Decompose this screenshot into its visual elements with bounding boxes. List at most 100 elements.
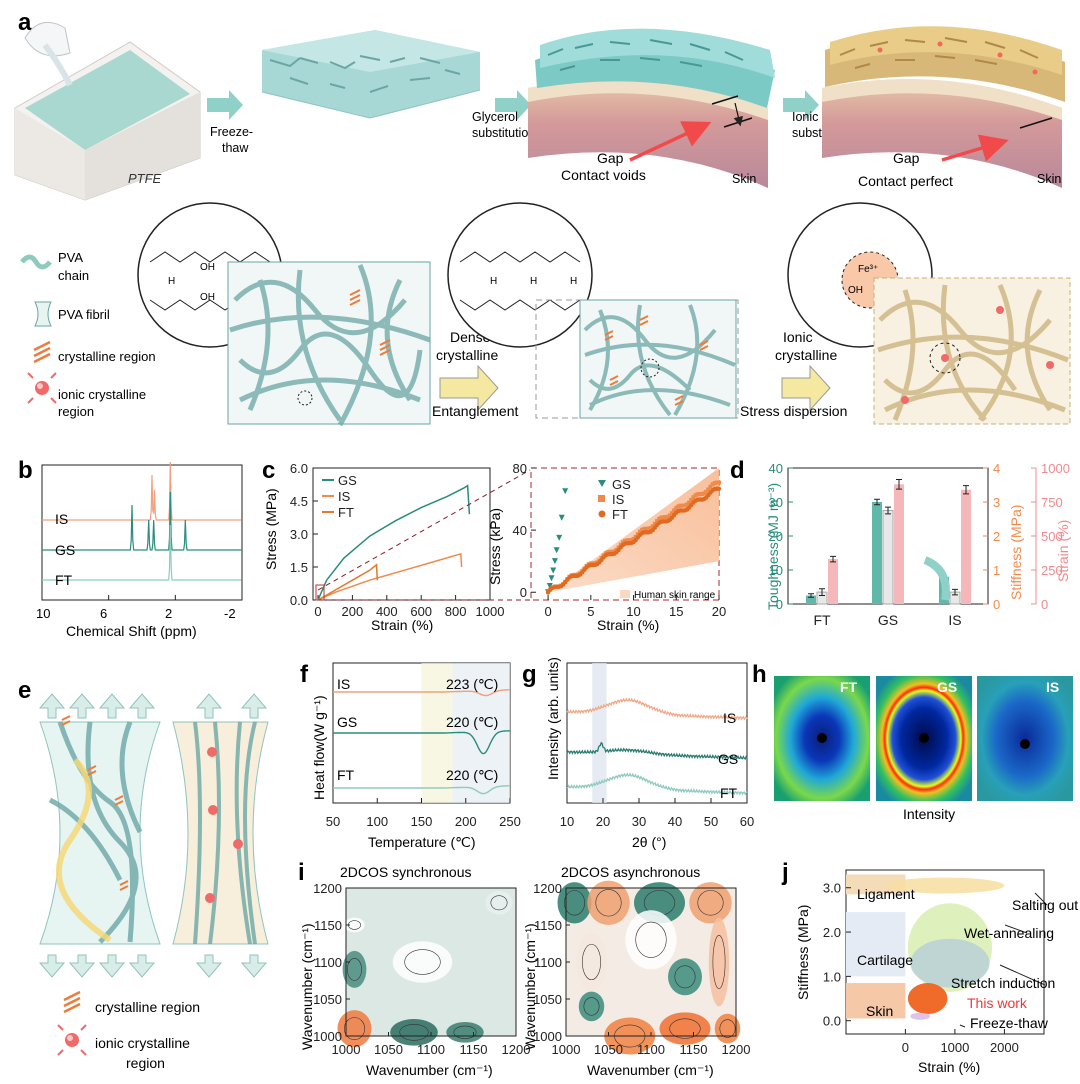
j-leader-lines bbox=[959, 892, 1048, 1028]
c-right-point-is bbox=[659, 515, 664, 520]
gap-arrow-right bbox=[941, 134, 1009, 162]
e-crystalline-icon bbox=[63, 990, 81, 1014]
d-bar-strain bbox=[828, 559, 838, 604]
step-glycerol: Glycerol bbox=[472, 110, 518, 124]
crystalline-region-icon bbox=[33, 340, 51, 364]
i-map-contour bbox=[635, 921, 667, 958]
f-tm-is: 223 (℃) bbox=[446, 676, 498, 692]
j-ellipse-salting-out bbox=[885, 877, 1005, 894]
panel-b-letter: b bbox=[18, 457, 33, 484]
c-right-point-is bbox=[674, 505, 679, 510]
c-left-ylabel: Stress (MPa) bbox=[263, 488, 279, 570]
panel-b: b IS GS FT 10 6 2 -2 Chemical Shift (ppm… bbox=[18, 457, 243, 639]
legend-crystalline: crystalline region bbox=[58, 349, 156, 364]
c-right-point-is bbox=[693, 493, 698, 498]
g-xrd-curves: 10 20 30 40 50 60 bbox=[560, 663, 754, 829]
c-right-point-is bbox=[657, 516, 662, 521]
gap-label-right: Gap bbox=[893, 150, 920, 166]
i-map-contour bbox=[719, 1019, 736, 1038]
i-xtick-label: 1200 bbox=[722, 1042, 751, 1057]
i-xtick-label: 1100 bbox=[637, 1042, 665, 1057]
panel-a-letter: a bbox=[18, 9, 32, 36]
d-category-label: FT bbox=[813, 612, 831, 628]
i-map-blob bbox=[576, 932, 607, 992]
c-left-ytick-label: 4.5 bbox=[290, 494, 308, 509]
contact-perfect-label: Contact perfect bbox=[858, 173, 953, 189]
j-ashby-plot: 0 1000 2000 0.0 1.0 2.0 3.0 bbox=[823, 874, 1019, 1055]
g-xtick-label: 50 bbox=[704, 814, 718, 829]
d-errorbar bbox=[808, 593, 814, 598]
i-map-blob bbox=[578, 991, 605, 1022]
h-label-gs: GS bbox=[937, 679, 957, 695]
i-ytick-label: 1100 bbox=[534, 955, 562, 970]
c-right-point-is bbox=[610, 549, 615, 554]
c-right-point-gs bbox=[558, 514, 565, 521]
nmr-line-ft bbox=[42, 524, 242, 581]
c-left-xtick-label: 400 bbox=[376, 604, 398, 619]
gap-label-left: Gap bbox=[597, 150, 624, 166]
i-map-contour bbox=[490, 895, 508, 911]
c-right-point-is bbox=[631, 536, 636, 541]
i-xlabel-async: Wavenumber (cm⁻¹) bbox=[587, 1062, 714, 1078]
g-label-ft: FT bbox=[720, 785, 738, 801]
f-tm-gs: 220 (℃) bbox=[446, 714, 498, 730]
d-ylabel-strain: Strain (%) bbox=[1055, 520, 1071, 582]
i-map-contour bbox=[343, 1017, 365, 1041]
chem-oh: OH bbox=[200, 262, 215, 273]
c-right-point-is bbox=[640, 527, 645, 532]
c-left-ytick-label: 3.0 bbox=[290, 527, 308, 542]
c-right-point-is bbox=[684, 502, 689, 507]
c-right-point-gs bbox=[550, 567, 557, 574]
i-xlabel-sync: Wavenumber (cm⁻¹) bbox=[366, 1062, 493, 1078]
c-right-point-is bbox=[695, 492, 700, 497]
c-right-point-is bbox=[625, 538, 630, 543]
panel-f: f 50 100 150 200 250 IS 223 (℃) GS 220 (℃) F… bbox=[300, 661, 521, 850]
gap-arrow-left bbox=[629, 121, 712, 162]
c-right-point-is bbox=[633, 534, 638, 539]
nmr-spectra bbox=[41, 461, 243, 600]
g-xtick-label: 30 bbox=[632, 814, 646, 829]
b-xtick-m2: -2 bbox=[224, 606, 236, 621]
i-ylabel-sync: Wavenumber (cm⁻¹) bbox=[299, 923, 315, 1050]
g-line-gs bbox=[566, 741, 748, 761]
j-ellipse-freeze-thaw bbox=[910, 1012, 931, 1020]
j-xlabel: Strain (%) bbox=[918, 1059, 980, 1075]
panel-j: j 0 1000 2000 0.0 1.0 2.0 3.0 Ligament Cartila… bbox=[781, 859, 1078, 1075]
skin-range-swatch bbox=[620, 590, 630, 598]
i-xtick-label: 1000 bbox=[332, 1042, 361, 1057]
j-method-stretch: Stretch induction bbox=[951, 975, 1055, 991]
ionic-crystalline-label: crystalline bbox=[775, 347, 837, 363]
d-errorbar bbox=[830, 555, 836, 563]
i-sync-map: 1000 1050 1100 1150 1200 1000 1050 1100 1150 1200 bbox=[313, 881, 530, 1057]
f-dsc-curves: 50 100 150 200 250 bbox=[326, 663, 521, 829]
d-tick-label: 20 bbox=[769, 529, 783, 544]
c-right-point-is bbox=[648, 525, 653, 530]
i-map-contour bbox=[399, 1024, 429, 1041]
panel-g-letter: g bbox=[522, 661, 537, 688]
c-right-point-is bbox=[706, 487, 711, 492]
c-right-point-is bbox=[678, 503, 683, 508]
d-bar-toughness bbox=[806, 595, 816, 604]
stretch-arrows-down bbox=[38, 954, 268, 978]
c-right-point-is bbox=[655, 518, 660, 523]
e-specimen-gs bbox=[39, 721, 161, 945]
d-tick-label: 1000 bbox=[1041, 461, 1070, 476]
i-async-map: 1000 1050 1100 1150 1200 1000 1050 1100 1150 1200 bbox=[533, 880, 751, 1057]
i-xtick-label: 1150 bbox=[680, 1042, 708, 1057]
i-ytick-label: 1150 bbox=[314, 918, 342, 933]
j-ytick-label: 3.0 bbox=[823, 881, 841, 896]
i-xtick-label: 1100 bbox=[417, 1042, 445, 1057]
i-xtick-label: 1150 bbox=[460, 1042, 488, 1057]
chem-h: H bbox=[570, 276, 577, 287]
i-map-blob bbox=[625, 910, 677, 970]
d-bar-stiffness bbox=[882, 510, 894, 605]
d-tick-label: 4 bbox=[993, 461, 1000, 476]
step-thaw: thaw bbox=[222, 141, 249, 155]
c-right-point-is bbox=[712, 481, 717, 486]
g-xtick-label: 10 bbox=[560, 814, 574, 829]
c-left-ytick-label: 6.0 bbox=[290, 461, 308, 476]
arrow-freeze-thaw bbox=[207, 90, 243, 120]
c-left-xtick-label: 0 bbox=[314, 604, 321, 619]
